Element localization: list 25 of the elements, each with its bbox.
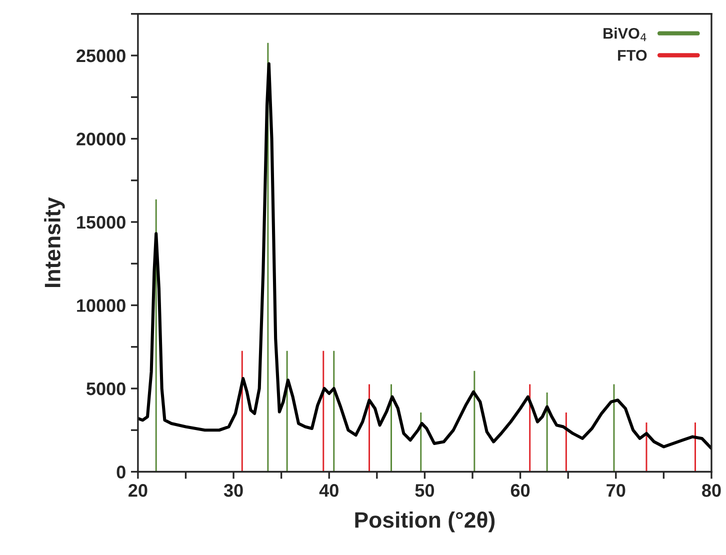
- bar: [528, 382, 532, 472]
- x-tick-label: 70: [606, 484, 626, 497]
- x-tick-label: 50: [415, 484, 434, 497]
- bar: [367, 382, 372, 472]
- x-tick-label: 80: [702, 484, 721, 497]
- y-tick-label: 20000: [76, 132, 126, 146]
- x-tick-label: 20: [128, 484, 148, 497]
- bar: [693, 421, 698, 472]
- legend-label: FTO: [618, 50, 647, 61]
- legend-label: BiVO$_{4}$: [604, 28, 646, 42]
- bar: [240, 350, 244, 472]
- y-tick-label: 15000: [77, 216, 126, 229]
- line-series: [138, 62, 712, 450]
- y-tick-label: 10000: [77, 299, 126, 312]
- bar: [612, 382, 616, 472]
- bar: [389, 382, 394, 472]
- bar: [564, 411, 568, 472]
- x-tick-label: 30: [224, 484, 243, 497]
- y-tick-label: 5000: [86, 382, 126, 396]
- y-tick-label: 25000: [76, 49, 126, 62]
- y-tick-label: 0: [116, 466, 126, 478]
- y-axis-title: Intensity: [44, 197, 65, 288]
- x-tick-label: 60: [510, 484, 530, 497]
- x-tick-label: 40: [319, 484, 338, 497]
- x-axis-title: Position (°2θ): [355, 512, 495, 532]
